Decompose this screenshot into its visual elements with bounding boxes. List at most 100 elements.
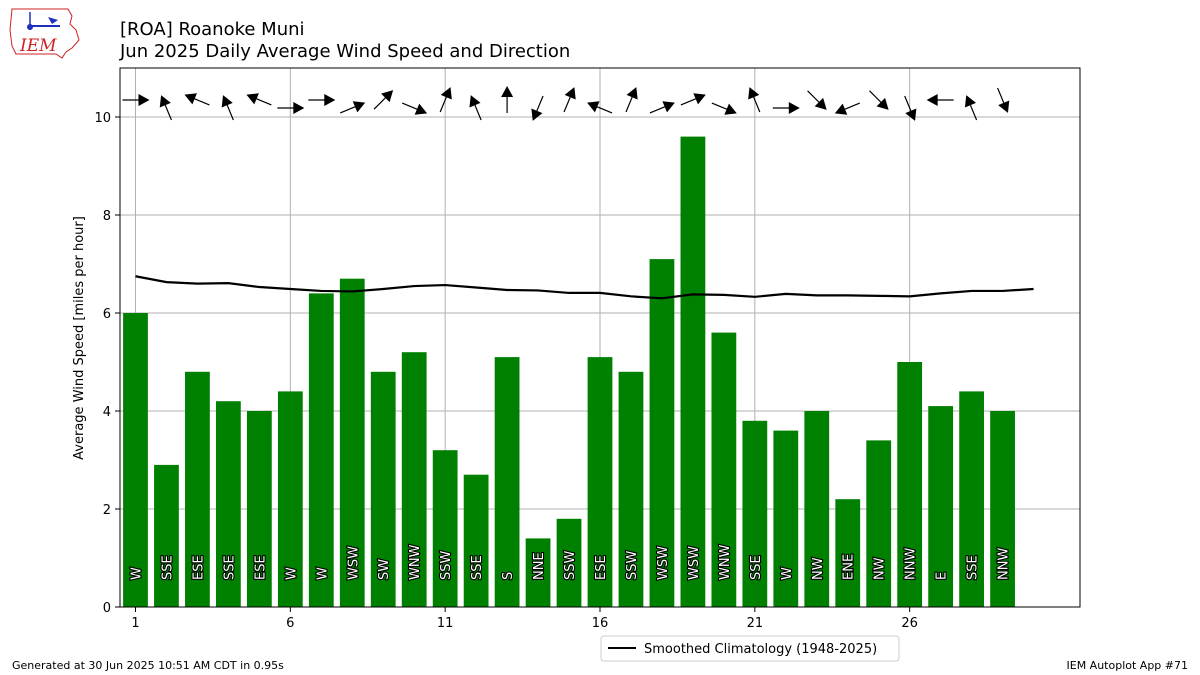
wind-arrow-day-18 [649, 101, 675, 114]
direction-label-day-26: NNW [904, 548, 919, 580]
direction-label-layer: W SSE ESE SSE ESE W W WSW SW WNW SSW SSE S NNE SSW ESE S… [128, 543, 1012, 581]
bar-day-27 [928, 406, 954, 607]
wind-arrow-day-3 [184, 93, 210, 106]
y-tick-label: 0 [103, 601, 111, 616]
bar-day-29 [990, 411, 1015, 607]
direction-label-day-22: W [780, 567, 795, 580]
logo-sensor-icon [27, 24, 33, 30]
bar-day-19 [680, 136, 706, 607]
wind-arrow-day-13 [501, 86, 514, 113]
bar-day-9 [370, 371, 396, 607]
direction-label-day-25: NW [873, 557, 888, 580]
wind-arrow-day-21 [748, 87, 761, 113]
y-tick-label: 2 [103, 503, 111, 518]
direction-label-day-16: ESE [594, 555, 609, 580]
direction-label-day-4: SSE [222, 555, 237, 580]
direction-label-day-24: ENE [842, 554, 857, 580]
bar-day-1 [123, 313, 148, 607]
chart-title-line1: [ROA] Roanoke Muni [120, 19, 305, 40]
wind-arrow-day-16 [587, 101, 613, 114]
direction-label-day-9: SW [377, 559, 392, 580]
bar-day-5 [246, 411, 272, 607]
bar-day-3 [185, 371, 210, 607]
direction-label-day-27: E [935, 572, 950, 580]
y-axis-label: Average Wind Speed [miles per hour] [72, 216, 87, 460]
wind-arrow-day-24 [834, 102, 860, 115]
direction-label-day-18: WSW [656, 546, 671, 580]
direction-label-day-20: WNW [718, 544, 733, 580]
bar-day-25 [866, 440, 892, 607]
wind-arrow-day-12 [469, 95, 482, 121]
direction-label-day-2: SSE [160, 555, 175, 580]
x-tick-label: 6 [286, 616, 294, 631]
bar-day-23 [804, 411, 830, 607]
bar-day-22 [773, 430, 799, 607]
direction-label-day-11: SSW [439, 550, 454, 580]
bar-day-2 [154, 464, 179, 607]
bar-day-18 [649, 259, 675, 607]
wind-arrow-day-6 [277, 102, 305, 114]
legend: Smoothed Climatology (1948-2025) [600, 635, 900, 662]
bars-layer [123, 136, 1015, 607]
wind-arrow-day-8 [340, 101, 366, 114]
wind-arrow-day-1 [122, 94, 150, 106]
chart-title-line2: Jun 2025 Daily Average Wind Speed and Di… [119, 41, 570, 62]
wind-arrow-day-25 [869, 90, 889, 110]
footer-app: IEM Autoplot App #71 [1067, 659, 1189, 672]
direction-label-day-21: SSE [749, 555, 764, 580]
x-tick-label: 21 [747, 616, 764, 631]
bar-day-28 [959, 391, 984, 607]
direction-label-day-12: SSE [470, 555, 485, 580]
bar-day-4 [216, 401, 241, 607]
direction-label-day-7: W [315, 567, 330, 580]
wind-arrow-day-7 [308, 94, 336, 106]
direction-label-day-10: WNW [408, 544, 423, 580]
footer-generated: Generated at 30 Jun 2025 10:51 AM CDT in… [12, 659, 284, 672]
bar-day-12 [463, 474, 489, 607]
wind-arrow-day-23 [807, 90, 827, 110]
bar-day-14 [525, 538, 551, 607]
wind-arrow-day-27 [926, 94, 954, 106]
logo-state-outline [9, 8, 80, 59]
wind-arrow-day-17 [625, 87, 638, 113]
legend-box [600, 635, 900, 662]
wind-arrow-day-29 [997, 87, 1010, 113]
y-tick-label: 4 [103, 405, 111, 420]
arrow-layer [122, 86, 1010, 121]
bar-day-15 [556, 518, 582, 607]
y-tick-label: 10 [94, 111, 111, 126]
direction-label-day-8: WSW [346, 546, 361, 580]
direction-label-day-3: ESE [191, 555, 206, 580]
y-tick-label: 6 [103, 307, 111, 322]
wind-arrow-day-10 [401, 102, 428, 115]
x-tick-label: 26 [901, 616, 918, 631]
x-tick-label: 1 [131, 616, 139, 631]
wind-arrow-day-9 [373, 90, 394, 110]
bar-day-13 [494, 357, 520, 607]
bar-day-10 [401, 352, 427, 607]
bar-day-21 [742, 420, 768, 607]
wind-arrow-day-22 [772, 102, 800, 114]
wind-arrow-day-14 [531, 95, 544, 121]
climatology-line [135, 275, 1034, 300]
iem-logo: IEM [9, 8, 80, 59]
x-tick-label: 11 [437, 616, 454, 631]
bar-day-24 [835, 499, 861, 607]
wind-arrow-day-28 [964, 95, 978, 121]
direction-label-day-6: W [284, 567, 299, 580]
wind-arrow-day-5 [246, 93, 272, 106]
bar-day-8 [339, 278, 365, 607]
wind-arrow-day-2 [159, 95, 172, 121]
direction-label-day-28: SSE [966, 555, 981, 580]
logo-text: IEM [19, 36, 57, 56]
y-tick-label: 8 [103, 209, 111, 224]
wind-arrow-day-19 [680, 93, 706, 106]
logo-vane-icon [48, 17, 58, 24]
bar-day-20 [711, 332, 737, 607]
direction-label-day-5: ESE [253, 555, 268, 580]
x-tick-label: 16 [592, 616, 609, 631]
direction-label-day-19: WSW [687, 546, 702, 580]
direction-label-day-15: SSW [563, 550, 578, 580]
